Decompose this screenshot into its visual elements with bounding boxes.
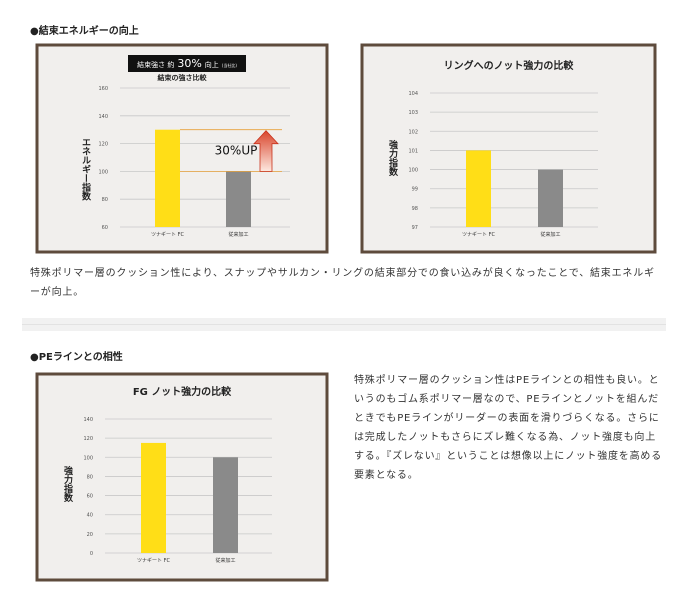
y-axis-label: エネルギー指数 [80, 138, 91, 202]
y-tick-label: 100 [83, 455, 93, 461]
y-tick-label: 100 [408, 168, 418, 174]
badge [128, 55, 246, 72]
y-tick-label: 120 [98, 142, 108, 148]
y-tick-label: 140 [98, 114, 108, 120]
badge-part: 結束強さ 約 [137, 60, 174, 69]
x-tick-label: 従来加工 [540, 231, 560, 238]
chart-frame [360, 43, 657, 254]
badge-text: 結束強さ 約 30% 向上 (当社比) [137, 57, 237, 70]
section-heading: ●結束エネルギーの向上 [30, 26, 139, 37]
badge-part: 30% [177, 57, 201, 70]
bar [466, 150, 491, 227]
paragraph: 特殊ポリマー層のクッション性により、スナップやサルカン・リングの結束部分での食い… [30, 268, 655, 298]
x-tick-label: ツナギート FC [462, 232, 495, 238]
y-axis-label: 強力指数 [387, 139, 398, 177]
y-tick-label: 104 [408, 91, 418, 97]
y-tick-label: 99 [412, 187, 418, 193]
arrow [253, 130, 279, 172]
y-tick-label: 100 [98, 169, 108, 175]
bar [155, 129, 180, 227]
x-tick-label: 従来加工 [215, 557, 235, 564]
bar [213, 457, 238, 553]
y-tick-label: 0 [90, 551, 93, 557]
y-tick-label: 102 [408, 129, 418, 135]
y-tick-label: 101 [408, 148, 418, 154]
chart-title: 結束の強さ比較 [158, 73, 208, 82]
x-tick-label: ツナギート FC [151, 232, 184, 238]
chart-frame [35, 372, 329, 582]
y-tick-label: 103 [408, 110, 418, 116]
badge-part: 向上 [205, 60, 219, 69]
bar [226, 171, 251, 227]
y-tick-label: 80 [87, 474, 93, 480]
paragraph: 特殊ポリマー層のクッション性はPEラインとの相性も良い。というのもゴム系ポリマー… [354, 375, 662, 481]
y-tick-label: 60 [87, 494, 93, 500]
y-tick-label: 40 [87, 513, 93, 519]
x-tick-label: 従来加工 [228, 231, 248, 238]
y-tick-label: 98 [412, 206, 418, 212]
bar [538, 169, 563, 227]
bar [141, 442, 166, 553]
badge-part: (当社比) [222, 62, 238, 68]
y-tick-label: 60 [102, 225, 108, 231]
y-tick-label: 140 [83, 417, 93, 423]
x-tick-label: ツナギート FC [137, 558, 170, 564]
y-tick-label: 20 [87, 532, 93, 538]
y-tick-label: 80 [102, 197, 108, 203]
y-tick-label: 120 [83, 436, 93, 442]
y-axis-label: 強力指数 [62, 465, 73, 503]
annotation: 30%UP [215, 144, 258, 158]
chart-title: リングへのノット強力の比較 [444, 59, 575, 72]
section-heading: ●PEラインとの相性 [30, 352, 123, 363]
chart-title: FG ノット強力の比較 [133, 385, 232, 398]
y-tick-label: 160 [98, 86, 108, 92]
chart-frame [35, 43, 329, 254]
y-tick-label: 97 [412, 225, 418, 231]
